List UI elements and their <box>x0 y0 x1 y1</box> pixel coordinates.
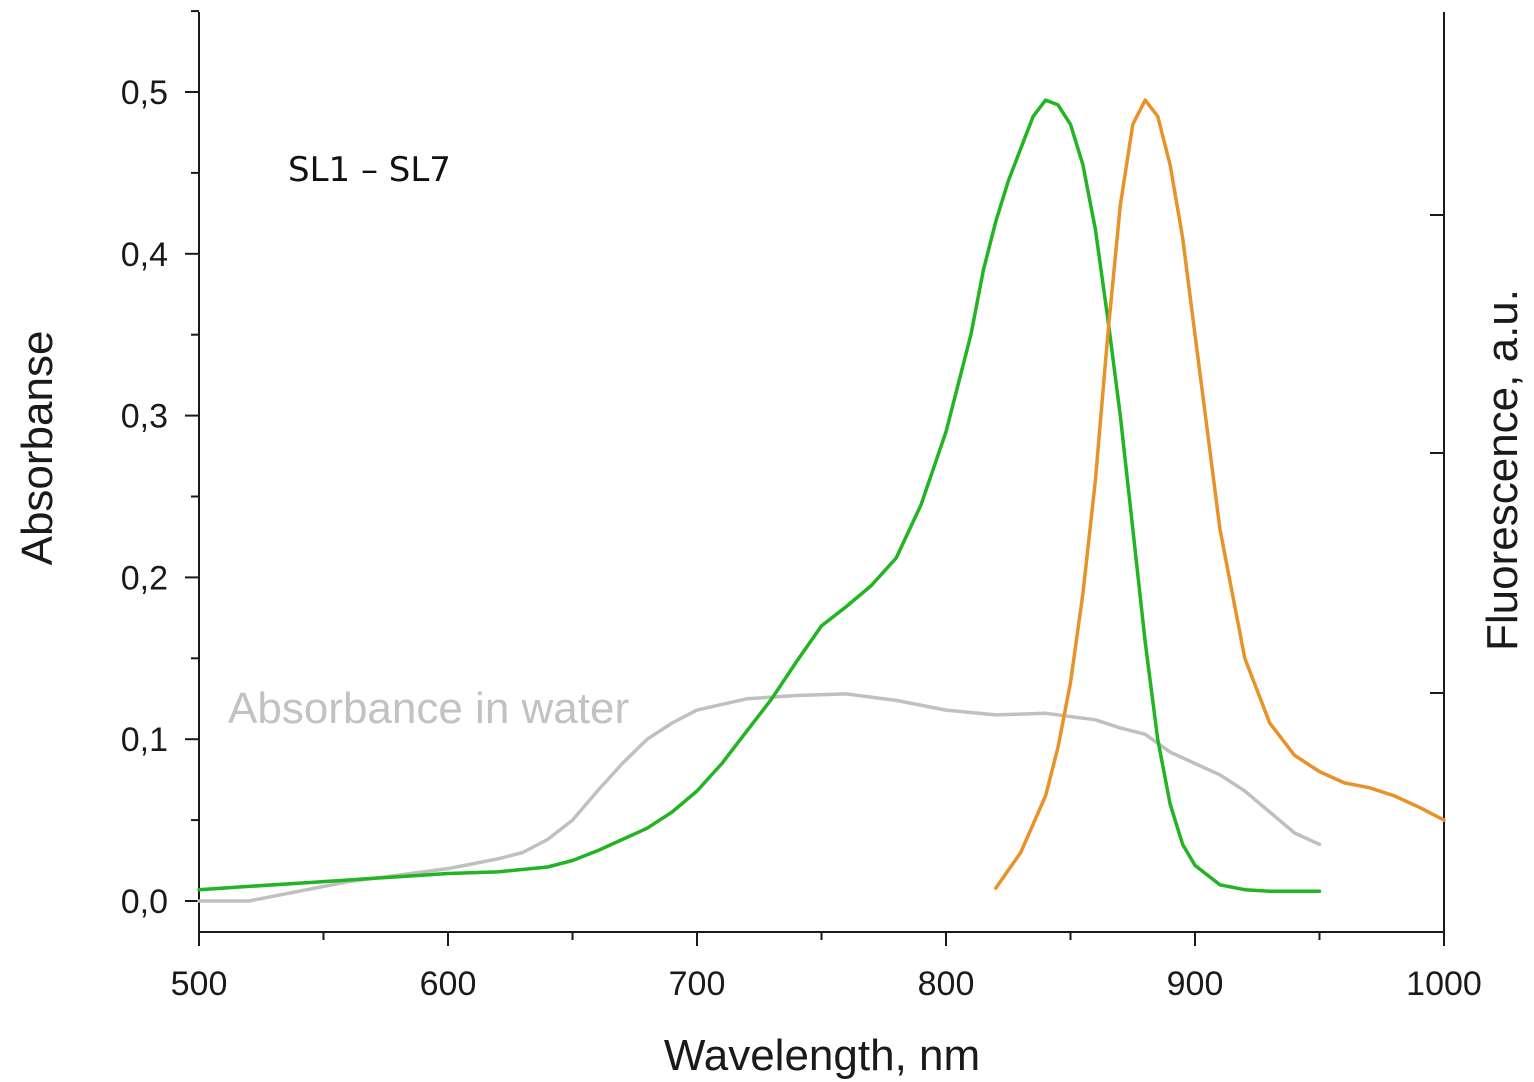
y-tick-label: 0,3 <box>121 398 168 436</box>
x-tick-label: 1000 <box>1406 965 1482 1003</box>
x-tick-label: 800 <box>918 965 975 1003</box>
y2-axis-title: Fluorescence, a.u. <box>1478 289 1527 651</box>
annotation-water-label: Absorbance in water <box>228 684 629 733</box>
series-line-1 <box>197 98 1322 894</box>
series-layer <box>197 98 1446 903</box>
x-axis-title: Wavelength, nm <box>664 1031 980 1080</box>
y-tick-label: 0,4 <box>121 236 168 274</box>
annotation-sample-label: SL1 – SL7 <box>288 150 451 190</box>
x-tick-label: 900 <box>1167 965 1224 1003</box>
y-axis-title: Absorbanse <box>13 331 62 566</box>
x-axis-ticks: 500 600 700 800 900 1000 <box>171 932 1482 1003</box>
y-axis-ticks: 0,0 0,1 0,2 0,3 0,4 0,5 <box>121 10 199 921</box>
series-line-2 <box>994 98 1446 890</box>
y-tick-label: 0,5 <box>121 74 168 112</box>
y-tick-label: 0,1 <box>121 721 168 759</box>
x-tick-label: 500 <box>171 965 228 1003</box>
y-tick-label: 0,0 <box>121 883 168 921</box>
x-tick-label: 700 <box>669 965 726 1003</box>
y-tick-label: 0,2 <box>121 559 168 597</box>
x-tick-label: 600 <box>420 965 477 1003</box>
y2-axis-ticks <box>1430 214 1444 694</box>
